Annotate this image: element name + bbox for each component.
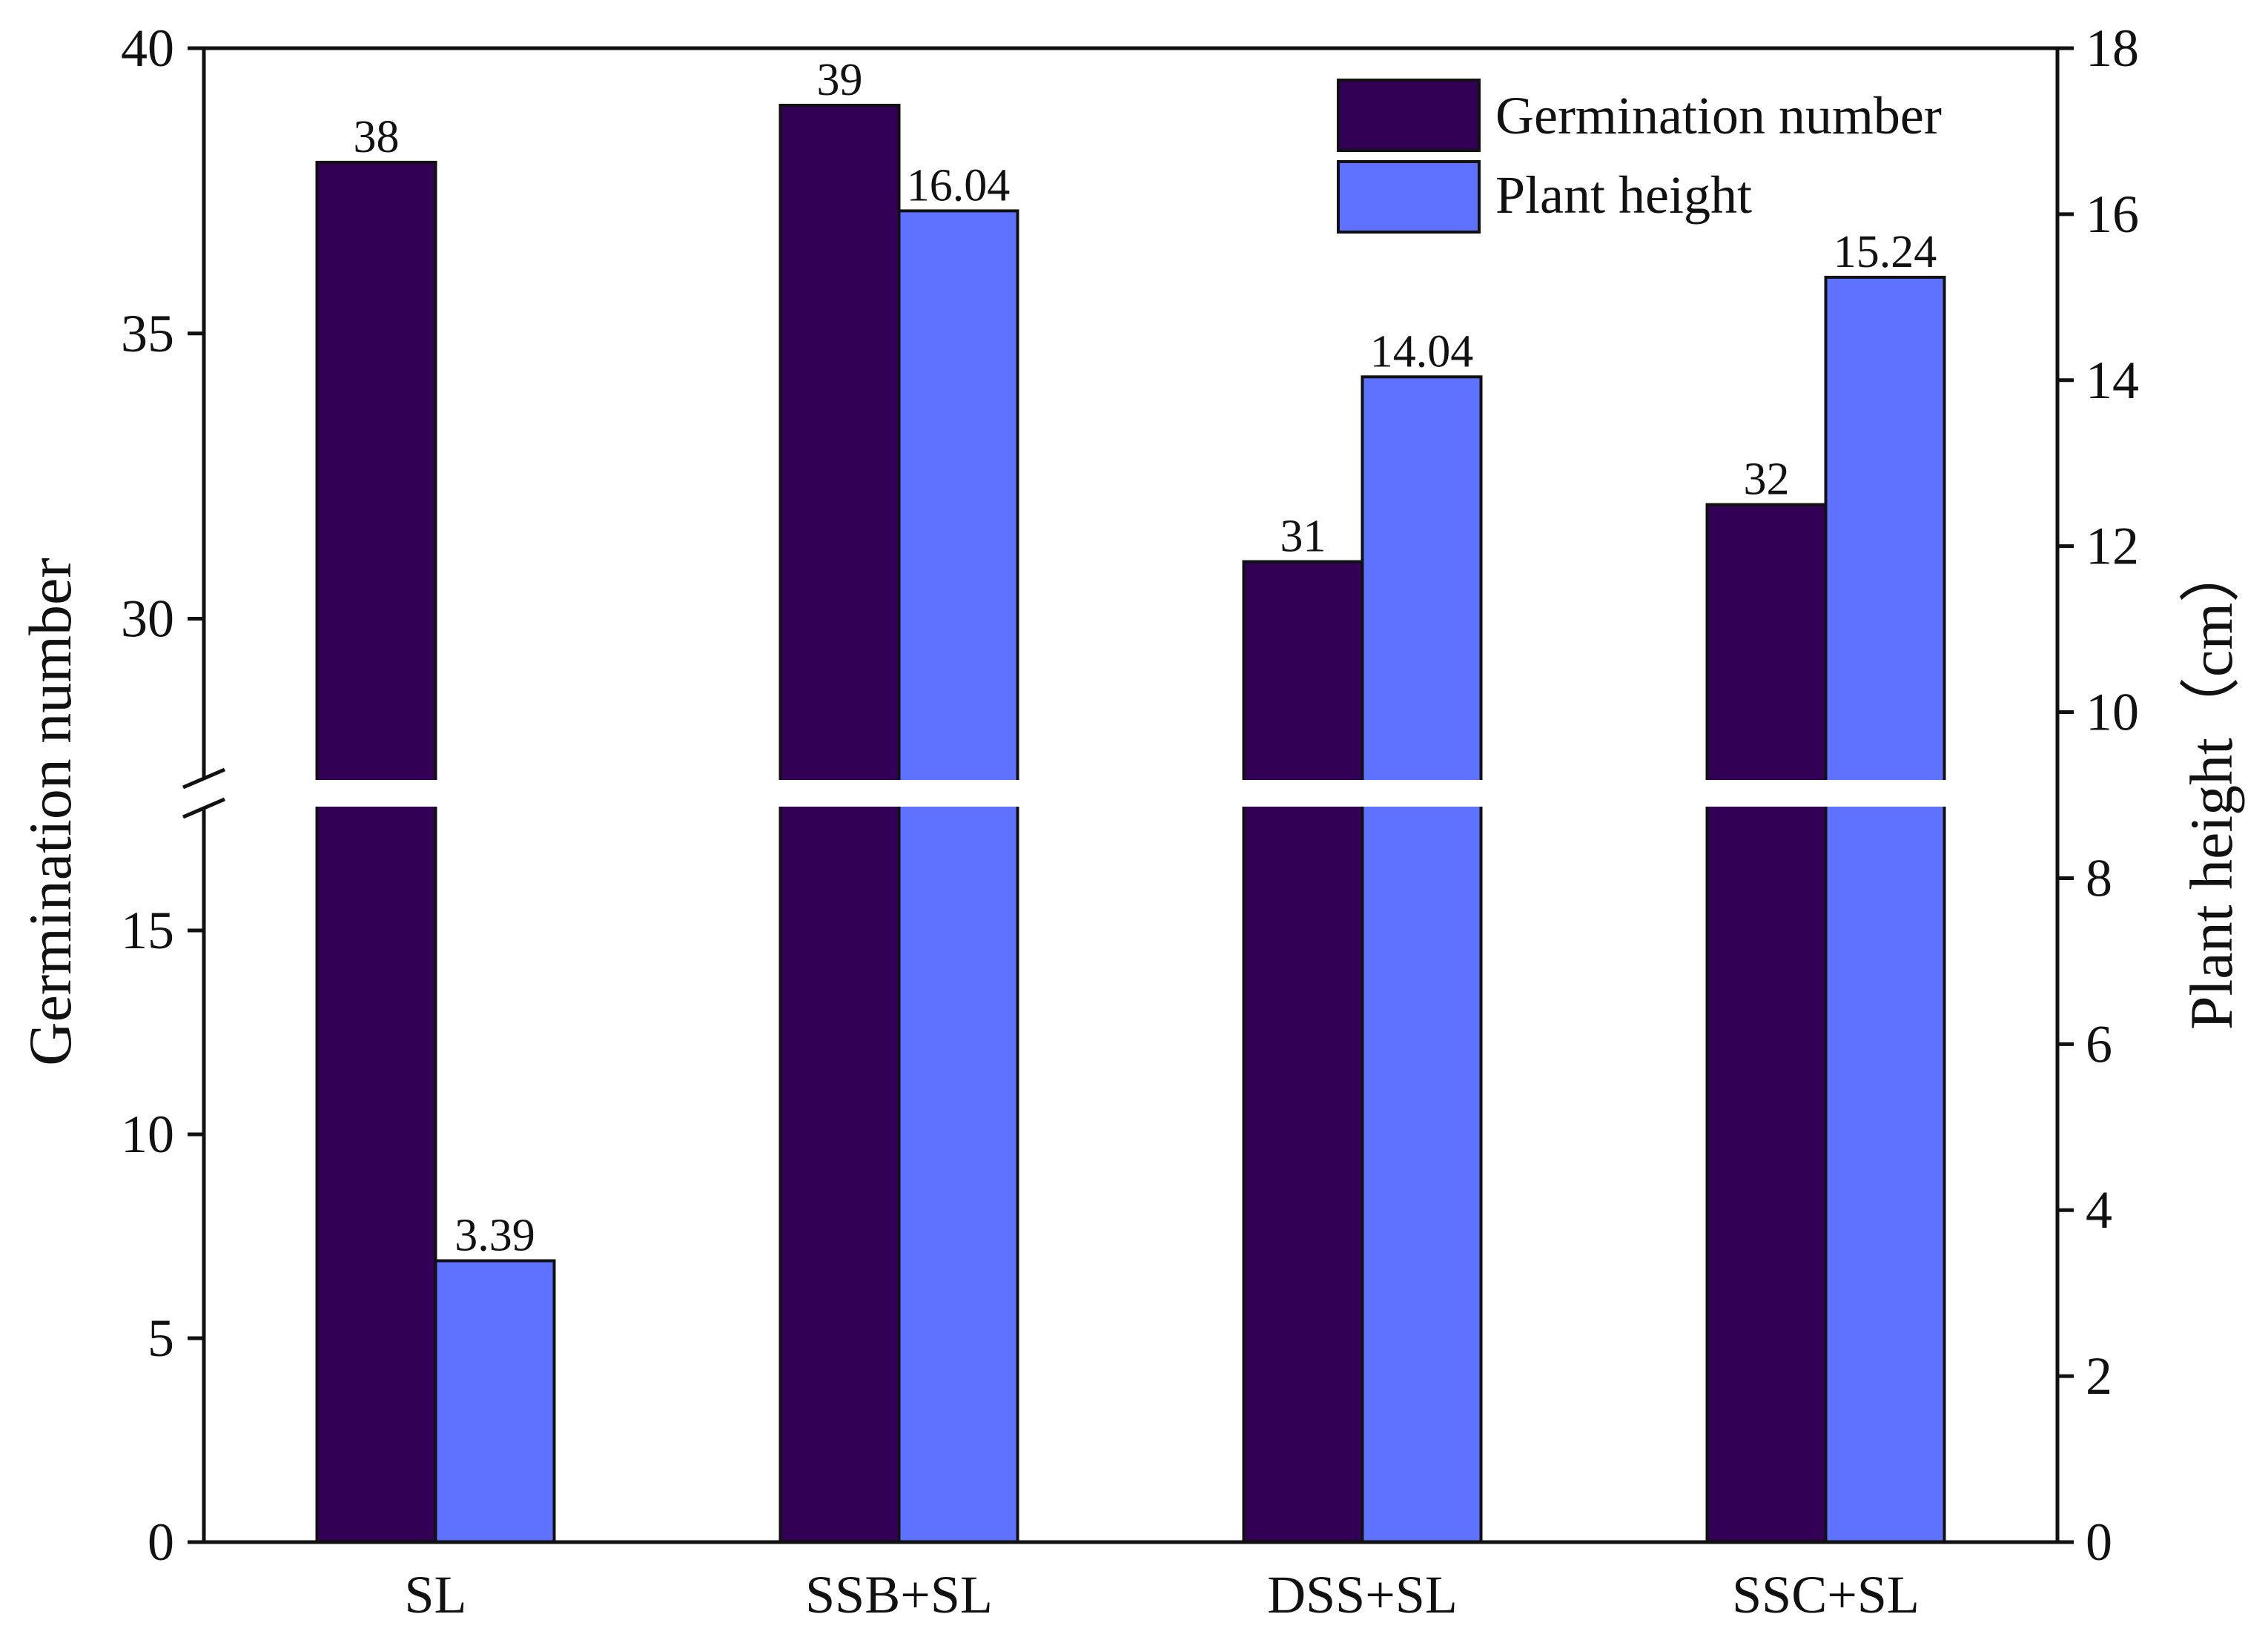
y-right-tick-label-0: 0 [2086,1512,2112,1572]
data-label-plant-height-ssc-sl: 15.24 [1834,227,1937,277]
y-axis-right-title: Plant height（cm） [2178,542,2245,1030]
data-label-germination-number-dss-sl: 31 [1280,512,1326,562]
bar-germination-number-sl [315,160,437,1544]
data-label-germination-number-ssb-sl: 39 [817,55,863,105]
y-right-tick-label-8: 8 [2086,848,2112,907]
y-left-tick-label-5: 5 [148,1309,174,1368]
x-tick-label-sl: SL [404,1565,466,1624]
axis-break-gap [182,780,2057,807]
bar-germination-number-ssb-sl [778,103,901,1544]
bar-plant-height-ssc-sl [1824,275,1946,1544]
axes-layer: SL SSB+SL DSS+SL SSC+SL 0 5 10 15 30 35 40 0 2 4 6 8 10 1… [121,19,2139,1624]
y-right-tick-label-12: 12 [2086,517,2139,576]
x-tick-label-dss-sl: DSS+SL [1267,1565,1458,1624]
x-tick-label-ssb-sl: SSB+SL [805,1565,993,1624]
data-labels-layer: 38 3.39 39 16.04 31 14.04 32 15.24 [354,55,1937,1261]
bar-germination-number-ssc-sl [1705,503,1828,1544]
y-left-tick-label-15: 15 [121,901,174,960]
y-right-tick-label-4: 4 [2086,1180,2112,1240]
data-label-germination-number-sl: 38 [354,112,400,162]
data-label-plant-height-sl: 3.39 [454,1211,535,1261]
y-axis-left-title: Germination number [16,558,84,1065]
y-right-tick-label-14: 14 [2086,351,2139,410]
bars-layer [315,103,1946,1544]
y-right-tick-label-18: 18 [2086,19,2139,78]
bar-germination-number-dss-sl [1242,560,1364,1544]
y-left-tick-label-35: 35 [121,304,174,363]
y-left-tick-label-0: 0 [148,1512,174,1572]
y-left-tick-label-30: 30 [121,589,174,649]
data-label-plant-height-dss-sl: 14.04 [1370,326,1474,377]
y-left-tick-label-10: 10 [121,1105,174,1164]
axis-break-layer [182,767,2057,819]
data-label-plant-height-ssb-sl: 16.04 [907,160,1011,211]
y-right-tick-label-16: 16 [2086,185,2139,244]
y-right-tick-label-6: 6 [2086,1014,2112,1074]
y-right-tick-label-2: 2 [2086,1346,2112,1406]
y-left-tick-label-40: 40 [121,19,174,78]
y-right-tick-label-10: 10 [2086,683,2139,742]
legend-swatch-plant-height [1337,160,1481,234]
legend: Germination number Plant height [1337,79,1942,234]
legend-label-plant-height: Plant height [1495,165,1752,225]
data-label-germination-number-ssc-sl: 32 [1744,454,1790,505]
bar-plant-height-sl [434,1259,556,1544]
legend-swatch-germination-number [1337,79,1481,152]
bar-plant-height-ssb-sl [897,209,1019,1544]
legend-label-germination-number: Germination number [1495,86,1942,145]
bar-plant-height-dss-sl [1361,375,1483,1544]
x-tick-label-ssc-sl: SSC+SL [1732,1565,1920,1624]
